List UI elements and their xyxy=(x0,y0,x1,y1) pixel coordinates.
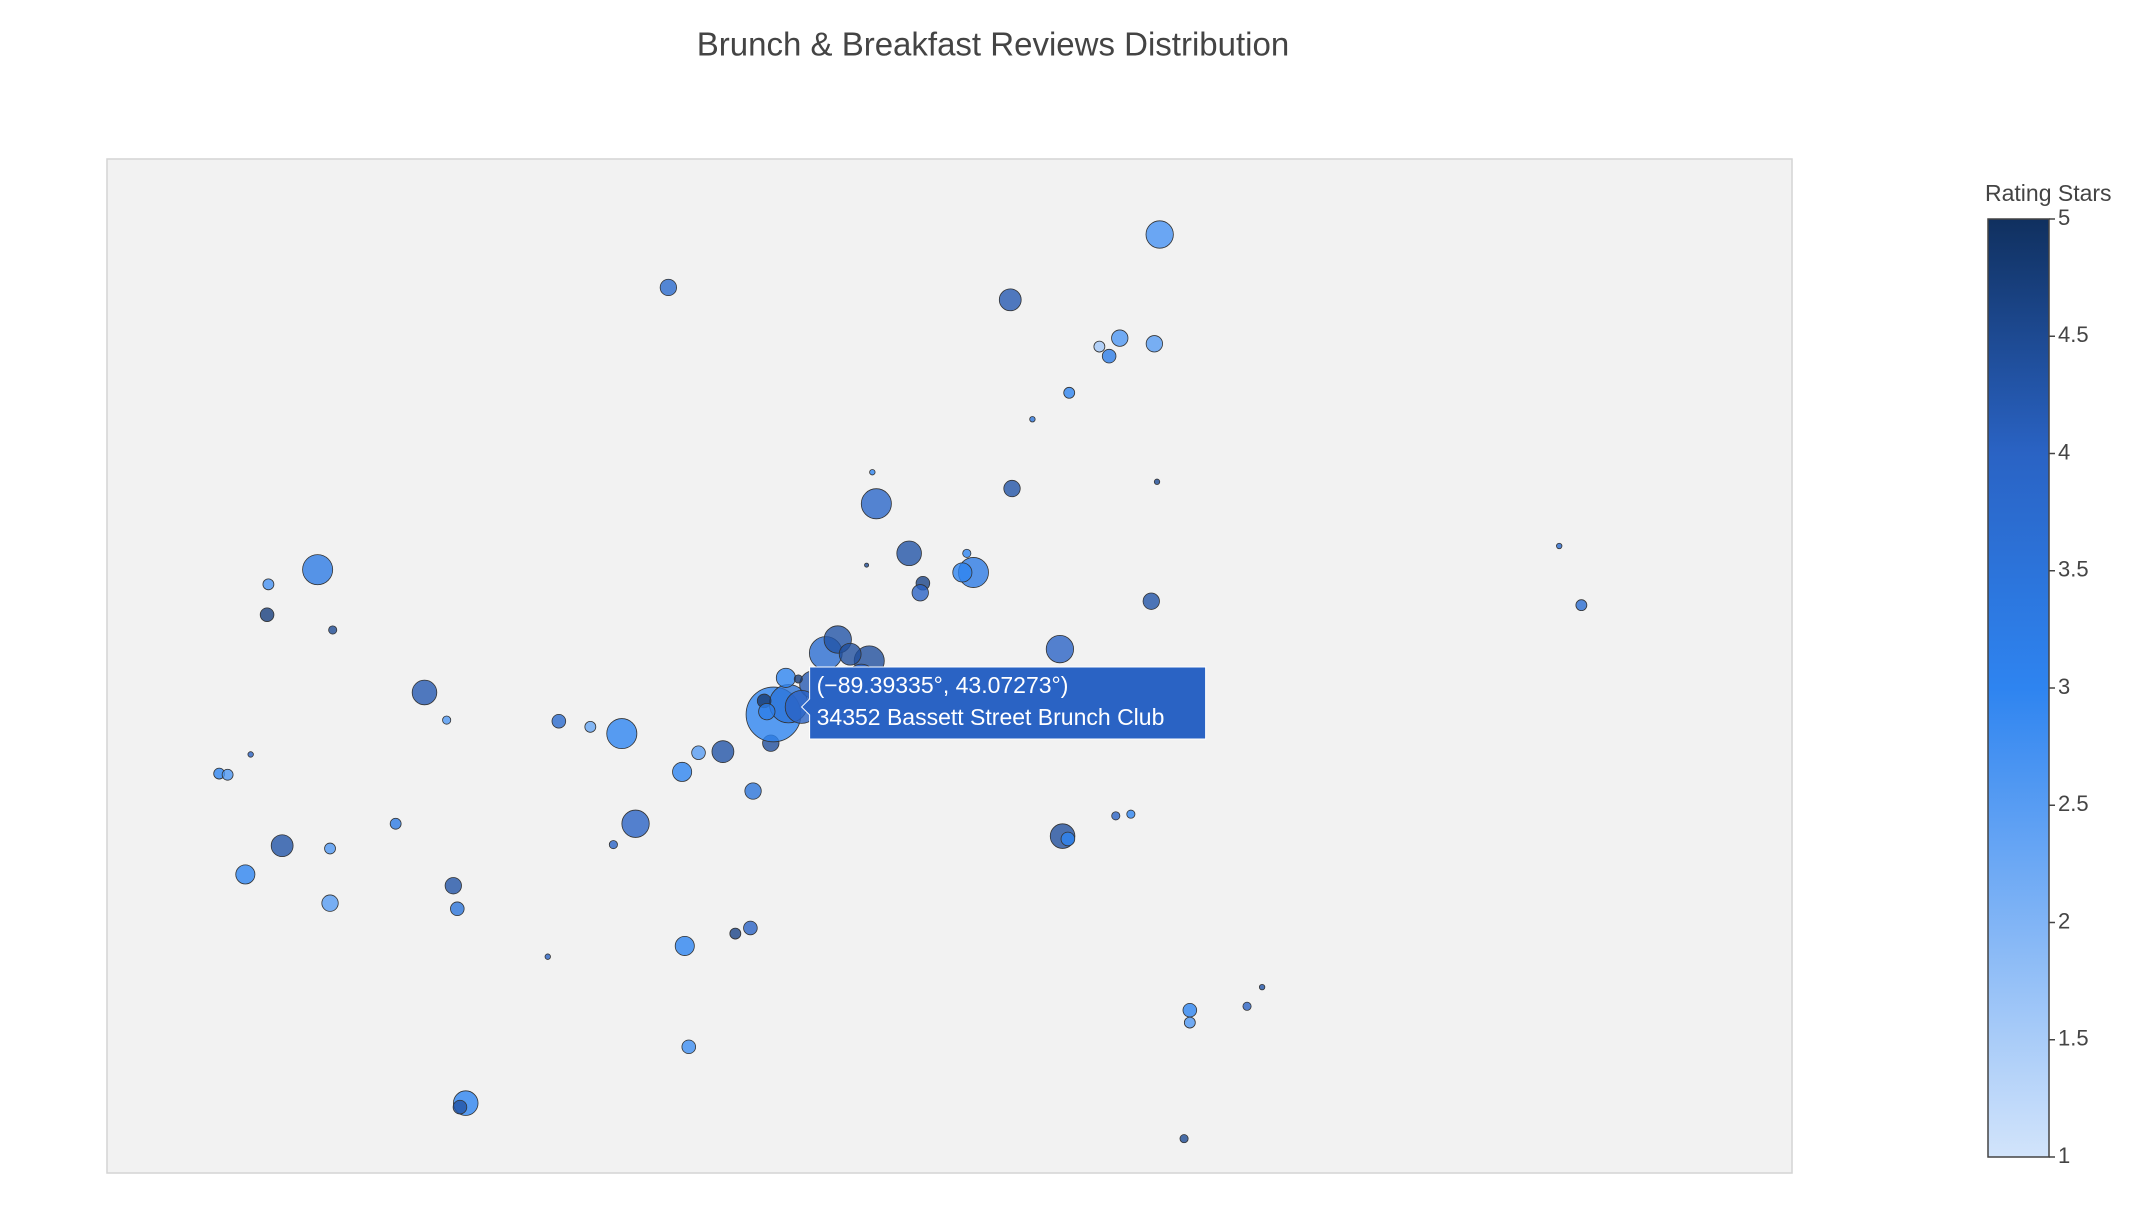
restaurant-marker xyxy=(606,718,638,750)
colorbar-tick-label: 5 xyxy=(2058,205,2070,230)
restaurant-marker xyxy=(247,751,254,758)
restaurant-marker xyxy=(869,469,876,476)
restaurant-marker xyxy=(544,953,551,960)
restaurant-marker xyxy=(1003,479,1021,498)
colorbar-tick-label: 4.5 xyxy=(2058,322,2089,347)
chart-title: Brunch & Breakfast Reviews Distribution xyxy=(697,26,1289,63)
restaurant-marker xyxy=(321,894,339,912)
restaurant-marker xyxy=(1153,478,1161,485)
restaurant-marker xyxy=(411,679,438,706)
restaurant-marker xyxy=(743,920,758,936)
restaurant-marker xyxy=(1556,542,1563,550)
restaurant-marker xyxy=(328,625,338,635)
restaurant-marker xyxy=(1258,983,1266,991)
restaurant-marker xyxy=(450,901,465,917)
colorbar xyxy=(1987,218,2050,1158)
restaurant-marker xyxy=(1126,809,1136,819)
restaurant-marker xyxy=(608,840,618,850)
tooltip-coordinates: (−89.39335°, 43.07273°) xyxy=(817,672,1069,698)
restaurant-marker xyxy=(621,809,650,838)
colorbar-tick-label: 4 xyxy=(2058,439,2070,464)
restaurant-marker xyxy=(864,562,870,568)
restaurant-marker xyxy=(444,877,462,895)
restaurant-marker xyxy=(1111,329,1129,347)
restaurant-marker xyxy=(1182,1002,1198,1018)
colorbar-tick-label: 1.5 xyxy=(2058,1026,2089,1051)
colorbar-tick-label: 2 xyxy=(2058,908,2070,933)
restaurant-marker xyxy=(259,607,275,622)
restaurant-marker xyxy=(442,715,452,725)
restaurant-marker xyxy=(1060,831,1076,847)
restaurant-marker xyxy=(1183,1016,1196,1029)
restaurant-marker xyxy=(896,540,922,567)
restaurant-marker xyxy=(452,1099,468,1115)
restaurant-marker xyxy=(711,740,735,763)
colorbar-tick-label: 1 xyxy=(2058,1143,2070,1168)
restaurant-marker xyxy=(221,768,234,781)
colorbar-tick-label: 2.5 xyxy=(2058,791,2089,816)
restaurant-marker xyxy=(1093,340,1106,353)
tooltip-box xyxy=(800,666,1207,740)
tooltip-name: 34352 Bassett Street Brunch Club xyxy=(817,704,1165,730)
restaurant-marker xyxy=(860,488,892,520)
colorbar-tick-label: 3 xyxy=(2058,674,2070,699)
restaurant-marker xyxy=(674,935,695,956)
restaurant-marker xyxy=(672,761,693,782)
restaurant-marker xyxy=(659,278,677,297)
colorbar-tick-label: 3.5 xyxy=(2058,557,2089,582)
restaurant-marker xyxy=(1575,599,1588,612)
restaurant-marker xyxy=(1111,811,1121,821)
restaurant-marker xyxy=(584,720,597,733)
restaurant-marker xyxy=(775,667,796,688)
restaurant-marker xyxy=(729,927,742,940)
restaurant-marker xyxy=(1145,220,1174,249)
restaurant-marker xyxy=(691,745,706,760)
restaurant-marker xyxy=(1101,348,1117,364)
restaurant-marker xyxy=(389,817,402,830)
restaurant-marker xyxy=(1242,1001,1252,1011)
restaurant-marker xyxy=(262,578,275,591)
restaurant-marker xyxy=(681,1039,697,1055)
colorbar-title: Rating Stars xyxy=(1985,180,2112,206)
map-area xyxy=(106,158,1793,1174)
restaurant-marker xyxy=(744,782,762,800)
restaurant-marker xyxy=(962,548,972,558)
restaurant-marker xyxy=(1145,335,1163,353)
restaurant-marker xyxy=(1063,386,1076,399)
restaurant-marker xyxy=(1179,1134,1189,1144)
restaurant-marker xyxy=(911,584,929,602)
restaurant-marker xyxy=(302,554,334,586)
restaurant-marker xyxy=(998,288,1022,312)
restaurant-marker xyxy=(235,864,256,885)
restaurant-marker xyxy=(324,842,336,855)
restaurant-marker xyxy=(1029,416,1036,423)
restaurant-marker xyxy=(952,562,973,583)
restaurant-marker xyxy=(1045,635,1075,664)
restaurant-marker xyxy=(838,642,862,666)
restaurant-marker xyxy=(551,713,567,729)
restaurant-marker xyxy=(1142,592,1160,610)
restaurant-marker xyxy=(270,834,294,858)
restaurant-marker xyxy=(793,674,803,684)
restaurant-marker xyxy=(758,703,776,721)
hover-tooltip: (−89.39335°, 43.07273°) 34352 Bassett Str… xyxy=(800,666,1207,740)
